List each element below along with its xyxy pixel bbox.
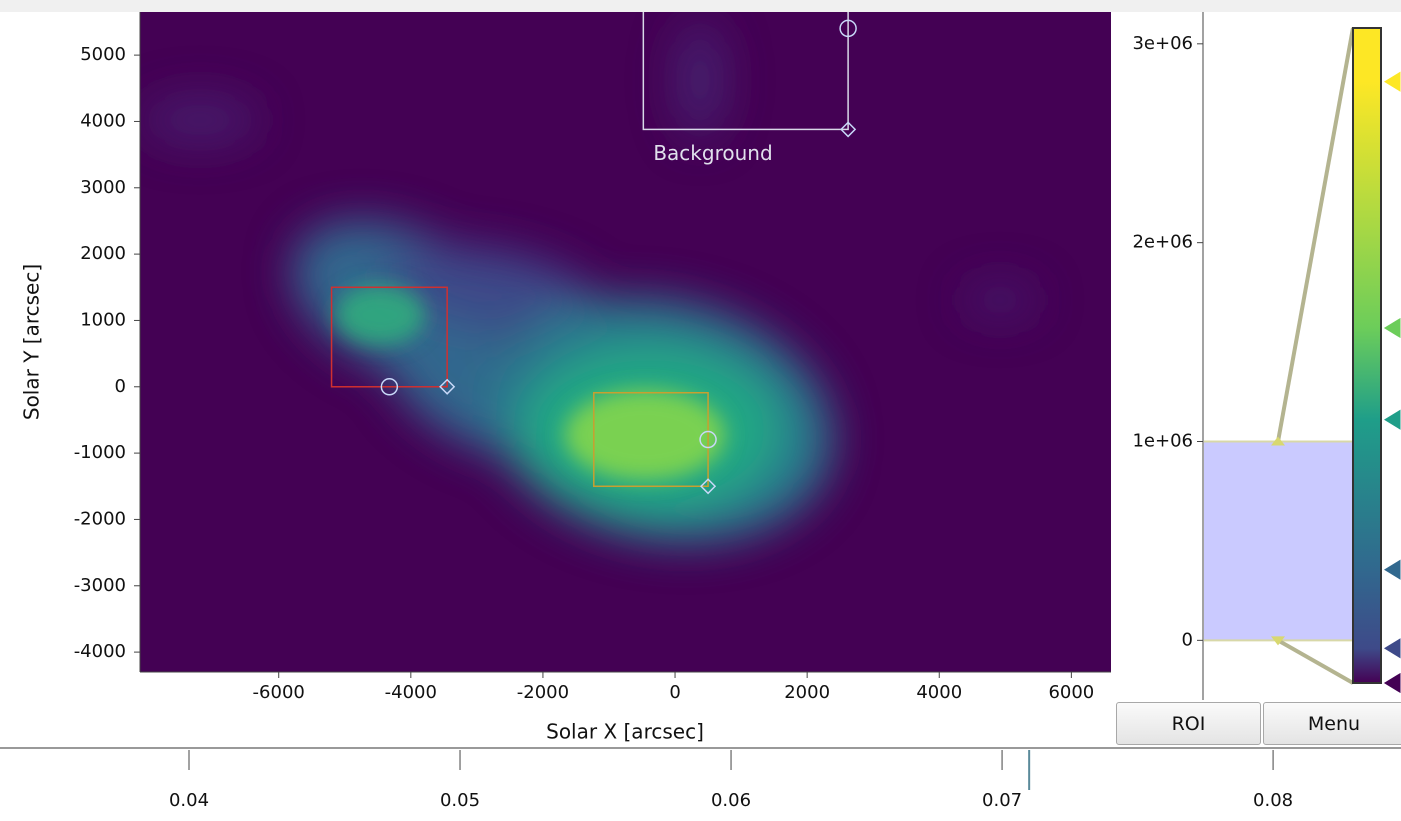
y-axis-label: Solar Y [arcsec] [20,264,44,420]
x-tick-label: 0.08 [1253,790,1293,811]
level-handle [1271,436,1285,446]
x-tick-label: -2000 [517,682,569,703]
frame [0,0,1401,12]
roi [330,286,448,388]
colormap-tick [1382,558,1401,582]
x-tick-label: 0.04 [169,790,209,811]
colormap-tick [1382,636,1401,660]
roi-label: Background [653,141,772,165]
x-tick-label: -6000 [253,682,305,703]
x-tick-label: 0.05 [440,790,480,811]
roi-scale-handle [439,378,456,395]
roi-scale-handle [840,121,857,138]
y-tick-label: 5000 [80,44,126,65]
colorbar [1352,27,1382,684]
roi-rotate-handle [699,430,717,449]
roi [642,12,849,131]
x-tick-label: 4000 [916,682,962,703]
roi [593,391,709,488]
y-tick-label: -3000 [74,575,126,596]
roi-button[interactable]: ROI [1116,702,1261,745]
x-tick-label: 0 [669,682,680,703]
y-tick-label: 1000 [80,309,126,330]
level-link [1276,27,1355,442]
x-tick-label: 0.06 [711,790,751,811]
x-tick-label: 2000 [784,682,830,703]
y-tick-label: 3000 [80,177,126,198]
level-region [1204,441,1353,641]
level-link [1277,638,1354,685]
y-tick-label: 1e+06 [1132,431,1193,452]
colormap-tick [1382,671,1401,695]
x-tick-label: 0.07 [982,790,1022,811]
y-tick-label: -1000 [74,442,126,463]
roi-rotate-handle [839,19,857,38]
y-tick-label: 0 [115,376,126,397]
y-tick-label: 2000 [80,243,126,264]
x-axis-label: Solar X [arcsec] [546,720,704,744]
menu-button[interactable]: Menu [1263,702,1401,745]
x-tick-label: -4000 [385,682,437,703]
roi-scale-handle [700,478,717,495]
rois [330,12,857,495]
y-tick-label: -4000 [74,641,126,662]
colormap-tick [1382,70,1401,94]
y-tick-label: 3e+06 [1132,33,1193,54]
colormap-tick [1382,316,1401,340]
image [140,12,1111,672]
colormap-tick [1382,408,1401,432]
y-tick-label: -2000 [74,508,126,529]
y-tick-label: 0 [1182,629,1193,650]
y-tick-label: 2e+06 [1132,232,1193,253]
y-tick-label: 4000 [80,110,126,131]
x-tick-label: 6000 [1048,682,1094,703]
roi-rotate-handle [380,378,399,396]
level-handle [1271,636,1285,646]
